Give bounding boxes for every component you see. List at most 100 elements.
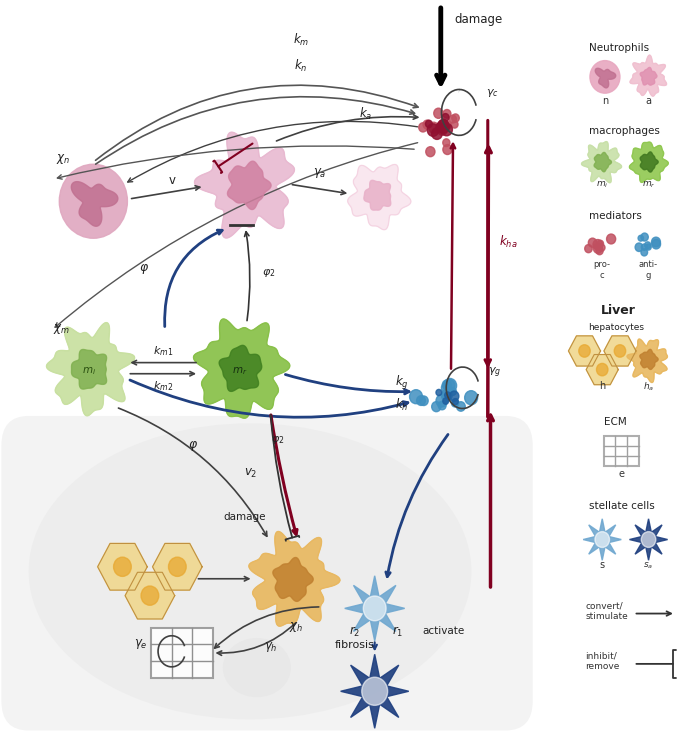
Text: $\gamma_e$: $\gamma_e$	[134, 637, 148, 651]
Text: $s_a$: $s_a$	[644, 560, 654, 571]
Polygon shape	[72, 349, 107, 389]
Circle shape	[442, 389, 451, 400]
Circle shape	[579, 345, 590, 357]
Circle shape	[443, 121, 451, 130]
Circle shape	[438, 126, 447, 135]
Circle shape	[595, 532, 609, 548]
Circle shape	[585, 244, 592, 253]
Text: mediators: mediators	[589, 211, 642, 221]
Text: $\varphi$: $\varphi$	[189, 438, 198, 452]
Text: activate: activate	[423, 626, 464, 635]
Circle shape	[449, 388, 456, 395]
Polygon shape	[47, 322, 135, 416]
Text: $k_h$: $k_h$	[395, 397, 409, 413]
Circle shape	[432, 402, 441, 412]
Polygon shape	[586, 354, 618, 385]
FancyArrowPatch shape	[131, 186, 200, 198]
Text: $m_r$: $m_r$	[642, 180, 655, 190]
Polygon shape	[604, 336, 636, 366]
FancyArrowPatch shape	[636, 611, 671, 616]
Text: damage: damage	[224, 513, 266, 522]
Text: $m_i$: $m_i$	[81, 366, 96, 377]
Circle shape	[644, 241, 650, 249]
Circle shape	[432, 128, 443, 140]
Polygon shape	[194, 132, 294, 238]
FancyArrowPatch shape	[215, 607, 319, 648]
Polygon shape	[219, 345, 262, 392]
FancyArrowPatch shape	[198, 577, 249, 581]
Text: anti-
g: anti- g	[639, 260, 658, 280]
Circle shape	[646, 244, 651, 250]
Text: $v_2$: $v_2$	[244, 467, 257, 480]
Circle shape	[642, 532, 656, 548]
Circle shape	[598, 244, 605, 251]
Text: $\gamma_g$: $\gamma_g$	[488, 366, 501, 380]
Circle shape	[410, 389, 423, 403]
Circle shape	[445, 392, 451, 398]
FancyArrowPatch shape	[128, 121, 418, 182]
Circle shape	[451, 399, 459, 407]
FancyArrowPatch shape	[218, 623, 295, 655]
Text: $k_{m2}$: $k_{m2}$	[153, 380, 174, 393]
FancyArrowPatch shape	[488, 415, 493, 587]
Polygon shape	[640, 68, 657, 85]
Polygon shape	[568, 336, 601, 366]
Circle shape	[596, 363, 608, 376]
Circle shape	[442, 390, 452, 401]
Circle shape	[417, 396, 425, 406]
Circle shape	[438, 401, 446, 410]
Text: $k_m$: $k_m$	[293, 32, 309, 48]
Text: $\gamma_c$: $\gamma_c$	[486, 87, 499, 99]
Polygon shape	[273, 557, 313, 601]
Circle shape	[141, 586, 159, 606]
Text: v: v	[168, 174, 175, 187]
Text: macrophages: macrophages	[589, 126, 659, 136]
Circle shape	[441, 383, 451, 393]
Text: damage: damage	[454, 13, 503, 27]
FancyArrowPatch shape	[96, 97, 415, 164]
Polygon shape	[640, 349, 658, 369]
Circle shape	[114, 557, 131, 577]
Polygon shape	[627, 339, 668, 383]
Polygon shape	[581, 142, 622, 183]
Circle shape	[652, 239, 661, 249]
Text: $\gamma_h$: $\gamma_h$	[263, 640, 277, 654]
FancyArrowPatch shape	[130, 380, 408, 418]
Text: $m_r$: $m_r$	[232, 366, 248, 377]
Circle shape	[635, 243, 643, 251]
Text: $k_{m1}$: $k_{m1}$	[153, 344, 174, 357]
Circle shape	[168, 557, 186, 577]
Ellipse shape	[223, 638, 291, 697]
Circle shape	[593, 244, 603, 253]
Polygon shape	[153, 543, 202, 590]
FancyArrowPatch shape	[486, 147, 491, 417]
Polygon shape	[347, 164, 411, 230]
Polygon shape	[595, 68, 616, 88]
FancyArrowPatch shape	[373, 642, 377, 649]
Polygon shape	[629, 519, 668, 560]
Circle shape	[456, 402, 465, 411]
Circle shape	[641, 233, 648, 241]
Circle shape	[596, 244, 602, 250]
Text: $k_g$: $k_g$	[395, 374, 409, 392]
Circle shape	[443, 378, 457, 393]
Circle shape	[435, 123, 445, 134]
Circle shape	[434, 108, 443, 118]
Circle shape	[596, 247, 603, 255]
Text: ECM: ECM	[603, 417, 627, 426]
Circle shape	[423, 120, 431, 129]
Text: $k_a$: $k_a$	[359, 106, 373, 122]
Ellipse shape	[29, 424, 471, 719]
Circle shape	[593, 239, 603, 250]
FancyArrowPatch shape	[451, 144, 455, 369]
Polygon shape	[630, 55, 667, 96]
Circle shape	[453, 399, 458, 405]
Polygon shape	[194, 319, 290, 418]
FancyArrowPatch shape	[271, 415, 297, 534]
Circle shape	[443, 380, 451, 389]
Text: $\chi_h$: $\chi_h$	[289, 620, 304, 634]
Circle shape	[651, 237, 661, 247]
Circle shape	[449, 115, 456, 123]
FancyBboxPatch shape	[603, 436, 639, 466]
Polygon shape	[98, 543, 147, 590]
